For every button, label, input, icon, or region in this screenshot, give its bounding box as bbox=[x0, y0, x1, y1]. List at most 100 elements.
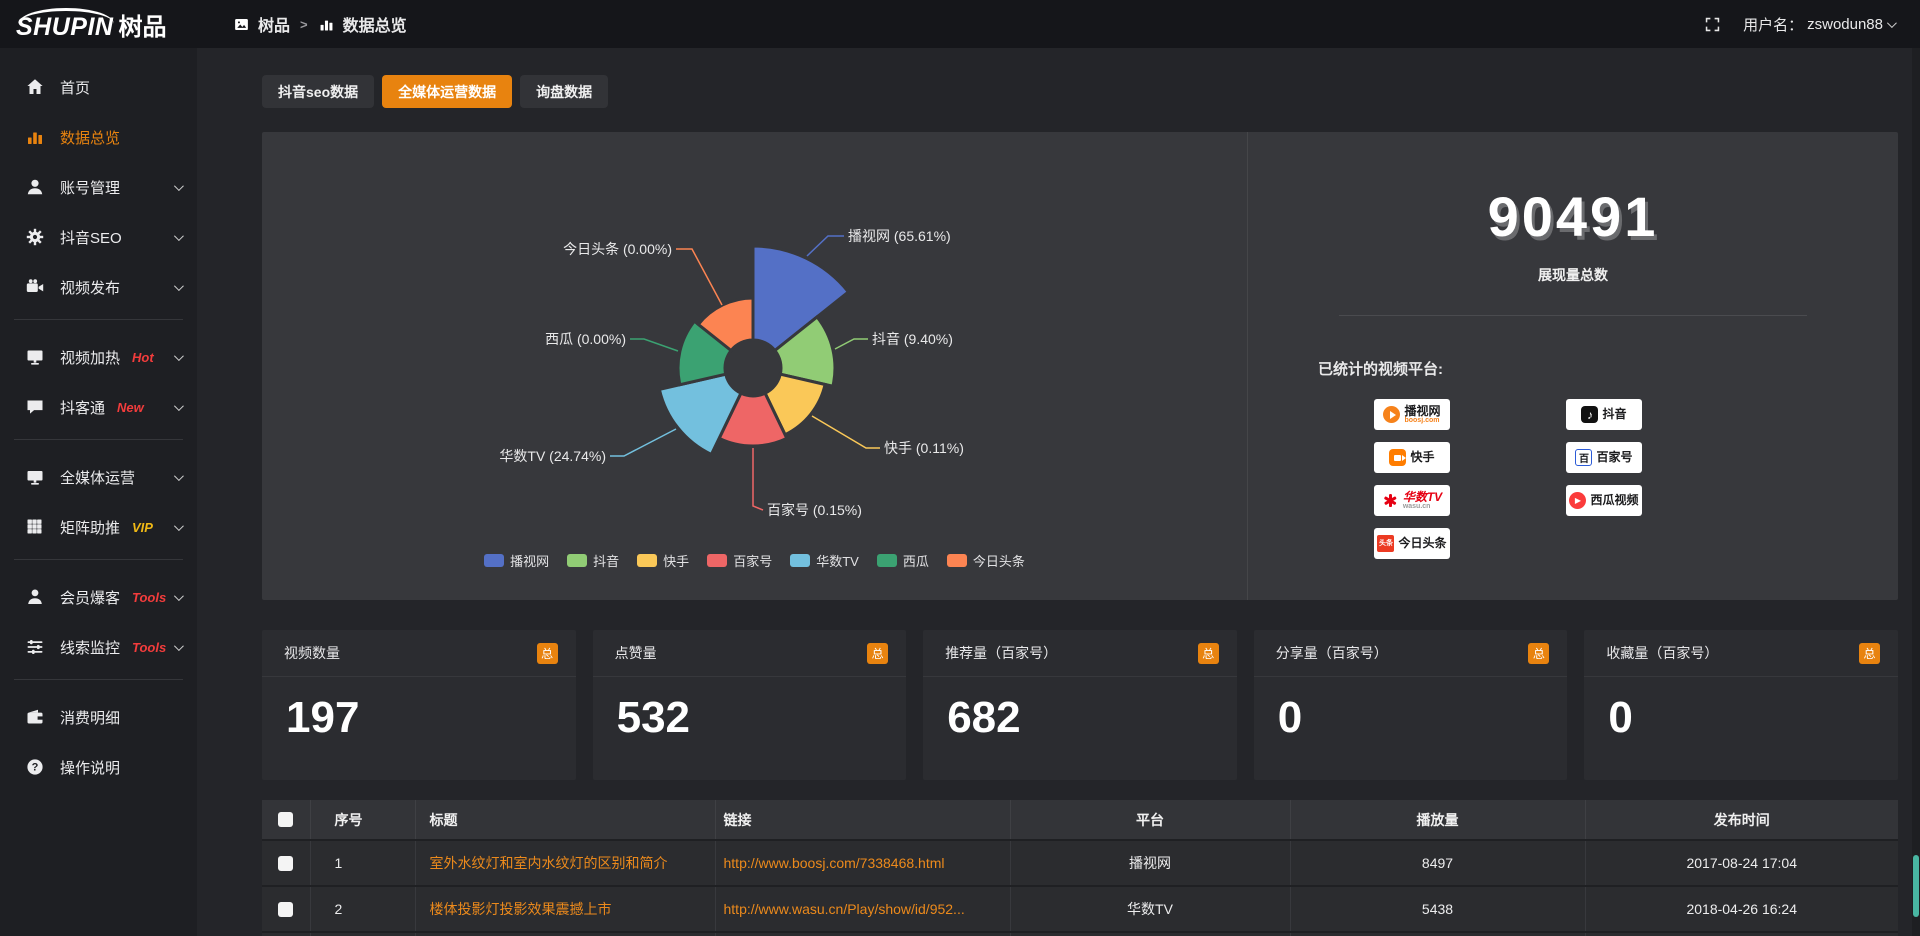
total-badge[interactable]: 总 bbox=[536, 642, 558, 664]
legend-item-douyin[interactable]: 抖音 bbox=[567, 551, 619, 570]
total-badge[interactable]: 总 bbox=[1528, 642, 1550, 664]
rose-pie-chart: 播视网 (65.61%) 抖音 (9.40%) 快手 (0.11%) 百家号 (0.1… bbox=[499, 228, 964, 518]
table-header-row: 序号 标题 链接 平台 播放量 发布时间 bbox=[262, 800, 1898, 841]
tab-media-operation-data[interactable]: 全媒体运营数据 bbox=[382, 75, 513, 108]
pie-slice-xigua[interactable] bbox=[676, 319, 734, 387]
sidebar-item-label: 全媒体运营 bbox=[60, 469, 136, 487]
cell-url-link[interactable]: http://www.boosj.com/7338468.html bbox=[715, 840, 1011, 887]
legend-item-baijiahao[interactable]: 百家号 bbox=[707, 551, 772, 570]
sidebar-item-data-overview[interactable]: 数据总览 bbox=[0, 112, 197, 162]
chevron-down-icon bbox=[173, 400, 184, 411]
sidebar-divider bbox=[14, 439, 183, 440]
sidebar-item-account-management[interactable]: 账号管理 bbox=[0, 162, 197, 212]
tab-douyin-seo-data[interactable]: 抖音seo数据 bbox=[262, 75, 375, 108]
table-row-partial bbox=[262, 932, 1898, 936]
stat-card-recommend-count: 推荐量（百家号） 总 682 bbox=[923, 630, 1237, 780]
pie-label-kuaishou: 快手 (0.11%) bbox=[884, 440, 964, 456]
sidebar-item-douyin-seo[interactable]: 抖音SEO bbox=[0, 212, 197, 262]
legend-swatch bbox=[790, 554, 811, 567]
platform-badge-xigua: ▶ 西瓜视频 bbox=[1566, 485, 1642, 516]
legend-item-kuaishou[interactable]: 快手 bbox=[637, 551, 689, 570]
wallet-icon bbox=[25, 707, 45, 727]
cell-title-link[interactable]: 室外水纹灯和室内水纹灯的区别和简介 bbox=[415, 840, 716, 887]
sidebar-item-label: 视频发布 bbox=[60, 279, 121, 297]
legend-item-wasu[interactable]: 华数TV bbox=[790, 551, 859, 570]
column-header-3: 平台 bbox=[1010, 800, 1291, 841]
sidebar-badge-vip: VIP bbox=[132, 519, 153, 535]
pie-label-xigua: 西瓜 (0.00%) bbox=[545, 331, 626, 347]
platforms-label: 已统计的视频平台: bbox=[1318, 361, 1443, 378]
chat-icon bbox=[25, 397, 45, 417]
sidebar-item-home[interactable]: 首页 bbox=[0, 62, 197, 112]
user-menu[interactable]: 用户名： zswodun88 bbox=[1743, 14, 1897, 35]
chevron-down-icon bbox=[173, 180, 184, 191]
sidebar-item-matrix-boost[interactable]: 矩阵助推 VIP bbox=[0, 502, 197, 552]
pie-slice-boosj[interactable] bbox=[751, 244, 851, 353]
breadcrumb-item-current: 数据总览 bbox=[342, 18, 407, 35]
total-badge[interactable]: 总 bbox=[867, 642, 889, 664]
sidebar-item-video-publish[interactable]: 视频发布 bbox=[0, 262, 197, 312]
empty-cell bbox=[715, 932, 1011, 936]
stat-card-header: 视频数量 总 bbox=[262, 630, 576, 677]
pie-label-line-baijiahao bbox=[752, 448, 764, 511]
cell-views: 8497 bbox=[1290, 840, 1586, 887]
legend-label: 播视网 bbox=[510, 554, 550, 569]
logo[interactable]: SHUPIN 树品 bbox=[0, 7, 197, 42]
platform-subtext: boosj.com bbox=[1404, 417, 1440, 425]
page-scrollbar-thumb[interactable] bbox=[1913, 855, 1919, 917]
app-icon bbox=[233, 16, 250, 33]
sidebar-item-operation-guide[interactable]: ? 操作说明 bbox=[0, 742, 197, 792]
cell-url-link[interactable]: http://www.wasu.cn/Play/show/id/952... bbox=[715, 886, 1011, 933]
pie-slice-toutiao[interactable] bbox=[696, 296, 755, 353]
sidebar-item-consumption-detail[interactable]: 消费明细 bbox=[0, 692, 197, 742]
empty-cell bbox=[310, 932, 416, 936]
row-checkbox[interactable] bbox=[278, 901, 294, 917]
tab-inquiry-data[interactable]: 询盘数据 bbox=[520, 75, 609, 108]
sidebar-badge-tools: Tools bbox=[132, 589, 167, 605]
sidebar-item-douketong[interactable]: 抖客通 New bbox=[0, 382, 197, 432]
select-all-checkbox[interactable] bbox=[278, 812, 294, 827]
chevron-down-icon bbox=[1886, 17, 1897, 28]
pie-slice-kuaishou[interactable] bbox=[763, 372, 827, 437]
fullscreen-icon[interactable] bbox=[1704, 16, 1721, 33]
legend-swatch bbox=[707, 554, 728, 567]
summary-divider bbox=[1339, 315, 1807, 316]
legend-item-xigua[interactable]: 西瓜 bbox=[876, 551, 929, 570]
breadcrumb-item-root[interactable]: 树品 bbox=[258, 18, 291, 35]
empty-cell bbox=[415, 932, 716, 936]
pie-label-line-douyin bbox=[834, 338, 868, 350]
pie-slice-douyin[interactable] bbox=[772, 314, 837, 388]
sidebar-item-media-operation[interactable]: 全媒体运营 bbox=[0, 452, 197, 502]
total-badge[interactable]: 总 bbox=[1197, 642, 1219, 664]
stat-card-header: 分享量（百家号） 总 bbox=[1253, 630, 1568, 677]
legend-swatch bbox=[946, 554, 967, 567]
kuaishou-icon bbox=[1389, 449, 1407, 466]
total-badge[interactable]: 总 bbox=[1858, 642, 1880, 664]
stat-cards-row: 视频数量总 197 点赞量总 532 推荐量（百家号）总 682 分享量（百家号）总 0 收藏量… bbox=[262, 630, 1898, 780]
breadcrumb: 树品 > 数据总览 bbox=[233, 12, 407, 36]
pie-label-line-boosj bbox=[806, 235, 844, 257]
platform-badge-kuaishou: 快手 bbox=[1374, 442, 1450, 473]
table-row: 2 楼体投影灯投影效果震撼上市 http://www.wasu.cn/Play/sh… bbox=[262, 886, 1898, 933]
legend-item-toutiao[interactable]: 今日头条 bbox=[946, 551, 1025, 570]
sidebar-item-video-heat[interactable]: 视频加热 Hot bbox=[0, 332, 197, 382]
stat-card-value: 197 bbox=[286, 693, 360, 742]
baijiahao-icon: 百 bbox=[1575, 449, 1593, 466]
legend-label: 百家号 bbox=[733, 554, 773, 569]
sidebar-item-clue-monitor[interactable]: 线索监控 Tools bbox=[0, 622, 197, 672]
stat-card-value: 532 bbox=[616, 693, 691, 742]
cell-title-link[interactable]: 楼体投影灯投影效果震撼上市 bbox=[415, 886, 716, 933]
xigua-icon: ▶ bbox=[1569, 492, 1587, 509]
page-scrollbar-track[interactable] bbox=[1912, 48, 1920, 936]
sidebar-item-member-leads[interactable]: 会员爆客 Tools bbox=[0, 572, 197, 622]
pie-slice-wasu[interactable] bbox=[657, 372, 743, 457]
table-row: 1 室外水纹灯和室内水纹灯的区别和简介 http://www.boosj.com/7… bbox=[262, 840, 1898, 887]
row-checkbox[interactable] bbox=[278, 855, 294, 871]
video-table-wrap: 序号 标题 链接 平台 播放量 发布时间 1 室外水纹灯和室内水纹灯的区别和简介 http:/… bbox=[262, 800, 1898, 936]
pie-label-douyin: 抖音 (9.40%) bbox=[872, 331, 953, 347]
home-icon bbox=[25, 77, 45, 97]
stat-card-video-count: 视频数量 总 197 bbox=[262, 630, 576, 780]
legend-item-boosj[interactable]: 播视网 bbox=[484, 551, 549, 570]
stat-card-like-count: 点赞量 总 532 bbox=[592, 630, 907, 780]
